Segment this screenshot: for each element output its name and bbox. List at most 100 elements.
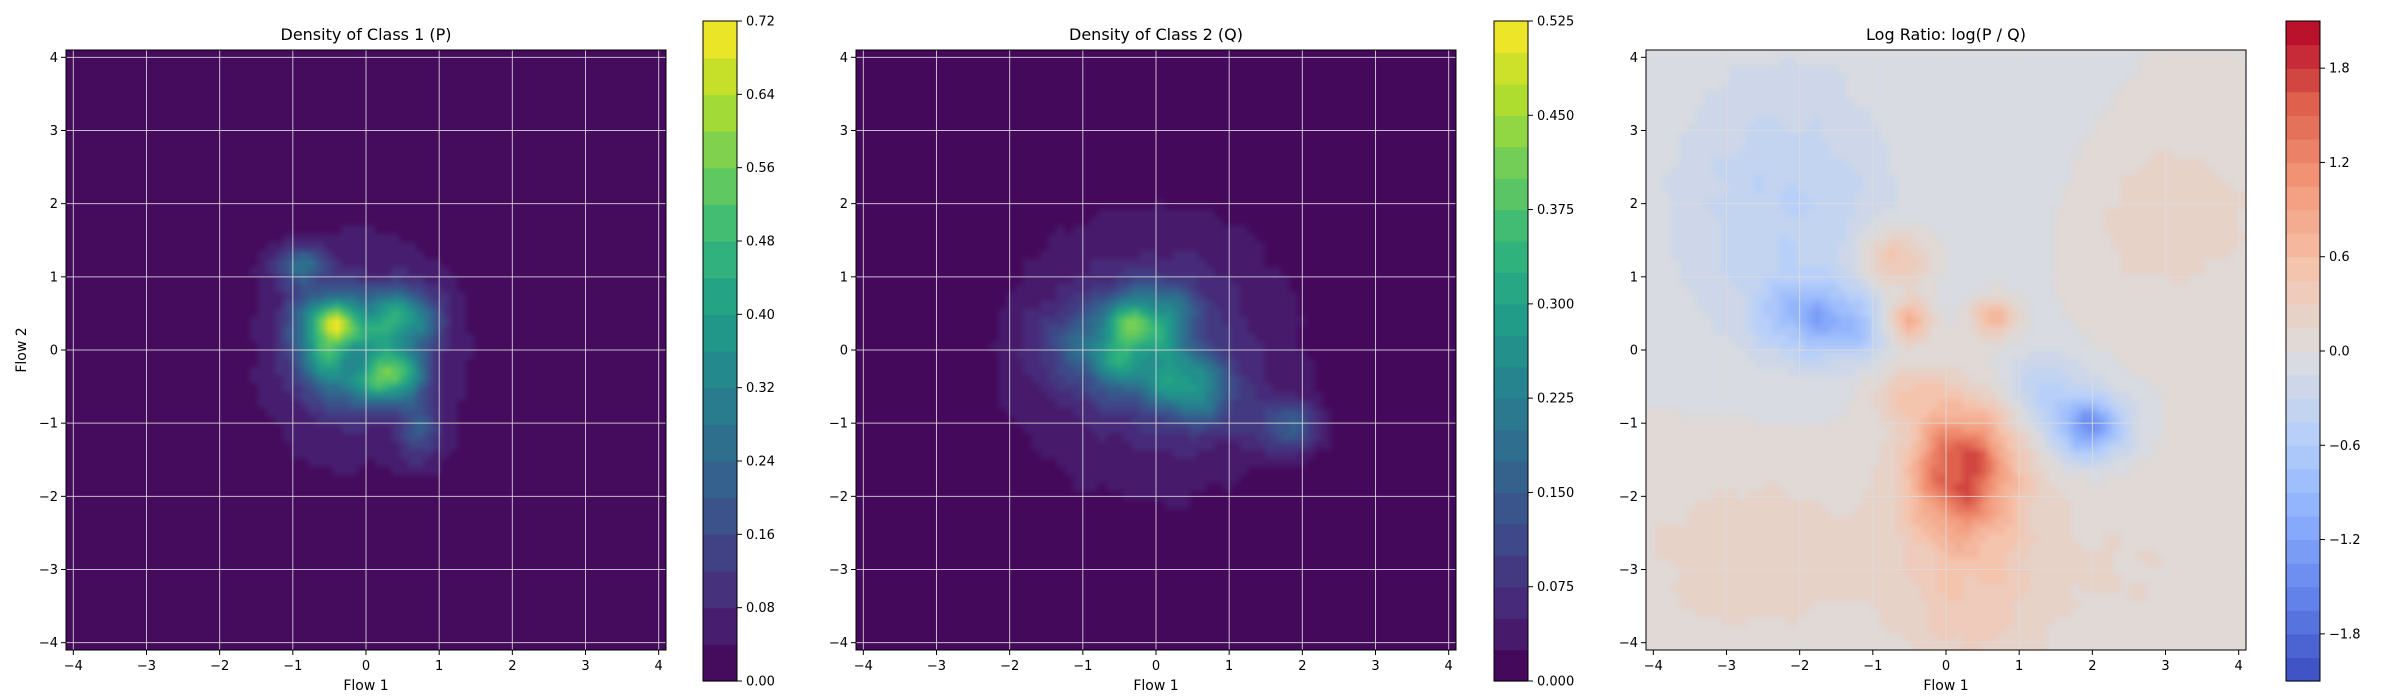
colorbar-tick-label: 0.150 <box>1537 486 1574 501</box>
colorbar-segment <box>2286 539 2320 564</box>
colorbar-segment <box>703 57 737 95</box>
colorbar-segment <box>703 241 737 279</box>
y-tick-label: 2 <box>1630 197 1638 212</box>
colorbar-segment <box>2286 398 2320 423</box>
x-tick-label: 3 <box>581 659 589 674</box>
x-tick-label: 0 <box>1152 659 1160 674</box>
colorbar-frame <box>1493 20 1529 682</box>
colorbar-segment <box>1494 21 1528 54</box>
y-tick-label: −4 <box>39 636 58 651</box>
colorbar-tick-label: 1.8 <box>2329 62 2350 77</box>
colorbar-segment <box>2286 91 2320 116</box>
y-tick-label: 0 <box>840 344 848 359</box>
colorbar-tick-label: 0.525 <box>1537 15 1574 30</box>
colorbar-segment <box>1494 366 1528 399</box>
colorbar-tick-label: 0.24 <box>746 455 775 470</box>
colorbar-segment <box>2286 586 2320 611</box>
colorbar-segment <box>2286 351 2320 376</box>
x-tick-label: 1 <box>1225 659 1233 674</box>
y-axis-label: Flow 2 <box>14 327 30 372</box>
y-tick-label: −2 <box>1619 490 1638 505</box>
colorbar-tick-label: 0.0 <box>2329 345 2350 360</box>
colorbar-segment <box>1494 272 1528 305</box>
colorbar-frame <box>702 20 738 682</box>
colorbar-segment <box>703 94 737 132</box>
x-tick-label: −3 <box>1717 659 1736 674</box>
panel-2: −4 −3 −2 −1 0 1 2 3 4 −4 −3 −2 −1 0 1 2 3 4 Density of Cla… <box>829 15 1574 695</box>
colorbar-segment <box>1494 83 1528 116</box>
y-tick-label: 2 <box>840 197 848 212</box>
colorbar-segment <box>1494 178 1528 211</box>
colorbar-segment <box>1494 555 1528 588</box>
colorbar-segment <box>2286 21 2320 46</box>
colorbar-segment <box>2286 327 2320 352</box>
colorbar-segment <box>1494 523 1528 556</box>
y-tick-label: −3 <box>39 563 58 578</box>
colorbar: −1.8 −1.2 −0.6 0.0 0.6 1.2 1.8 <box>2285 20 2361 682</box>
colorbar-segment <box>703 534 737 572</box>
y-tick-label: 4 <box>1630 51 1638 66</box>
x-tick-label: 2 <box>2088 659 2096 674</box>
colorbar-segment <box>703 204 737 242</box>
x-axis-label: Flow 1 <box>1923 678 1968 694</box>
x-tick-label: 2 <box>508 659 516 674</box>
y-tick-label: −1 <box>829 417 848 432</box>
colorbar-segment <box>1494 52 1528 85</box>
colorbar-segment <box>703 314 737 352</box>
x-tick-label: −4 <box>1644 659 1663 674</box>
colorbar-segment <box>2286 280 2320 305</box>
colorbar-tick-label: 0.450 <box>1537 109 1574 124</box>
y-tick-label: −2 <box>829 490 848 505</box>
x-tick-label: 4 <box>2235 659 2243 674</box>
colorbar-segment <box>1494 461 1528 494</box>
colorbar-tick-label: 0.64 <box>746 88 775 103</box>
colorbar-tick-label: 0.075 <box>1537 580 1574 595</box>
y-tick-label: −2 <box>39 490 58 505</box>
y-tick-label: −3 <box>829 563 848 578</box>
colorbar-segment <box>1494 429 1528 462</box>
x-tick-label: −4 <box>64 659 83 674</box>
colorbar-segment <box>703 277 737 315</box>
colorbar-tick-label: 0.40 <box>746 308 775 323</box>
colorbar-segment <box>2286 233 2320 258</box>
colorbar-tick-label: 0.32 <box>746 381 775 396</box>
colorbar-segment <box>1494 398 1528 431</box>
colorbar-segment <box>1494 586 1528 619</box>
y-tick-label: 2 <box>50 197 58 212</box>
x-tick-label: −3 <box>927 659 946 674</box>
colorbar-segment <box>2286 468 2320 494</box>
colorbar-segment <box>2286 563 2320 588</box>
grid <box>66 50 666 650</box>
chart-title: Density of Class 1 (P) <box>281 25 452 44</box>
colorbar-segment <box>2286 657 2320 682</box>
colorbar-segment <box>703 424 737 462</box>
x-tick-label: 3 <box>1371 659 1379 674</box>
colorbar-segment <box>2286 138 2320 164</box>
y-tick-label: −1 <box>1619 417 1638 432</box>
y-tick-label: 1 <box>1630 270 1638 285</box>
y-tick-label: 0 <box>1630 344 1638 359</box>
colorbar-segment <box>1494 115 1528 148</box>
panel-3: −4 −3 −2 −1 0 1 2 3 4 −4 −3 −2 −1 0 1 2 3 4 Log Ratio: log… <box>1619 20 2361 694</box>
colorbar-tick-label: 0.72 <box>746 15 775 30</box>
x-tick-label: 1 <box>2015 659 2023 674</box>
colorbar-segment <box>2286 44 2320 69</box>
colorbar: 0.00 0.08 0.16 0.24 0.32 0.40 0.48 0.56 0.64 0.72 <box>702 15 775 690</box>
colorbar-tick-label: 0.000 <box>1537 675 1574 690</box>
colorbar-segment <box>2286 186 2320 211</box>
chart-title: Density of Class 2 (Q) <box>1069 25 1243 44</box>
x-tick-label: 4 <box>655 659 663 674</box>
colorbar-segment <box>2286 209 2320 234</box>
y-tick-label: 1 <box>840 270 848 285</box>
colorbar-segment <box>1494 303 1528 336</box>
x-tick-label: 3 <box>2161 659 2169 674</box>
colorbar-tick-label: 0.56 <box>746 161 775 176</box>
colorbar-tick-label: 0.16 <box>746 528 775 543</box>
colorbar-segment <box>703 21 737 59</box>
colorbar-segment <box>703 607 737 645</box>
colorbar-segment <box>2286 421 2320 446</box>
colorbar-segment <box>703 351 737 389</box>
colorbar-tick-label: 0.48 <box>746 235 775 250</box>
x-tick-label: −2 <box>210 659 229 674</box>
colorbar-segment <box>2286 256 2320 281</box>
